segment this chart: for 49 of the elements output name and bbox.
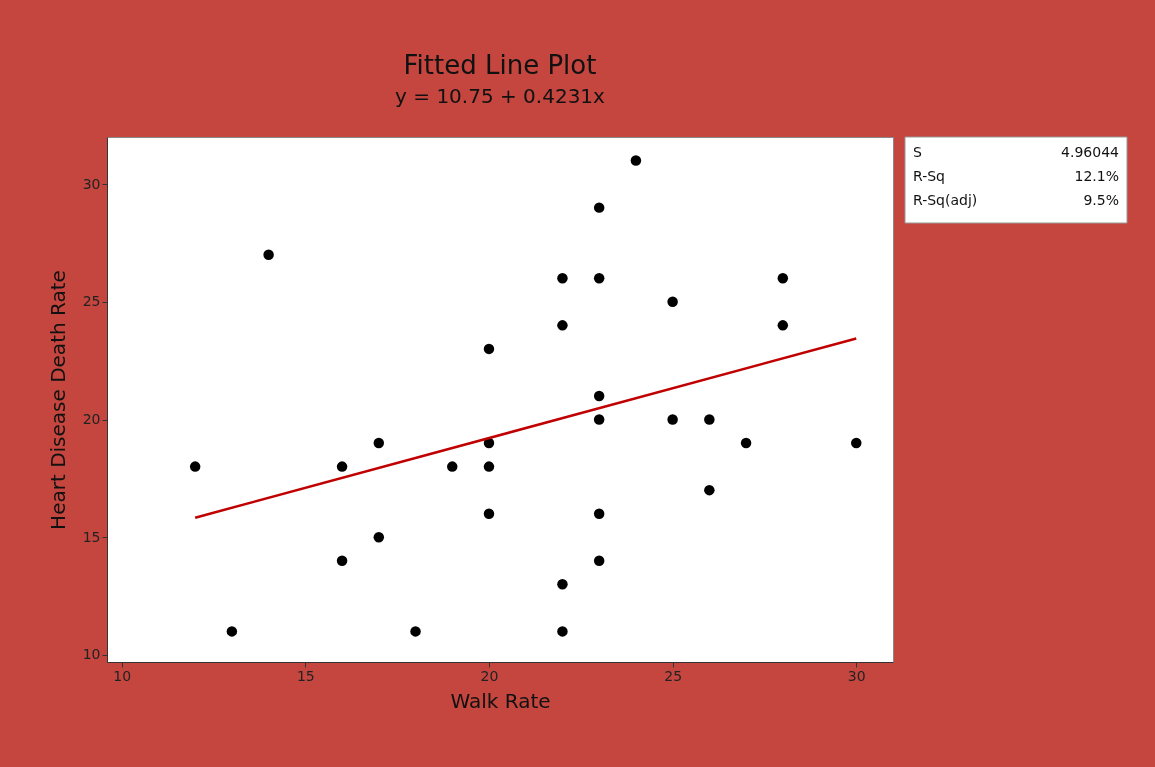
text: R-Sq 12.1% [913, 168, 1119, 184]
point [447, 461, 458, 472]
point [557, 626, 568, 637]
point [483, 343, 495, 355]
point [851, 437, 862, 449]
point [593, 390, 605, 402]
chart-title: Fitted Line Plot [403, 49, 597, 80]
y-tick-label: 20 [82, 411, 101, 428]
point [373, 531, 385, 543]
x-tick-label: 10 [113, 667, 132, 684]
point [777, 320, 789, 331]
point [593, 202, 605, 213]
point [667, 414, 678, 425]
y-tick-label: 10 [82, 646, 101, 663]
point [483, 461, 495, 472]
x-tick-label: 30 [847, 667, 866, 684]
x-tick-label: 25 [664, 667, 683, 684]
point [557, 320, 568, 331]
point [593, 273, 605, 284]
text: R-Sq(adj) 9.5% [913, 192, 1119, 208]
y-axis-title: Heart Disease Death Rate [45, 270, 70, 530]
point [263, 249, 274, 260]
x-tick-label: 20 [480, 667, 499, 684]
point [410, 626, 421, 637]
chart-subtitle: y = 10.75 + 0.4231x [395, 83, 606, 108]
point [226, 626, 238, 637]
point [336, 555, 348, 566]
y-tick-label: 25 [82, 293, 101, 310]
x-axis-title: Walk Rate [450, 688, 551, 713]
point [593, 555, 605, 566]
point [704, 414, 715, 425]
point [483, 508, 495, 519]
point [483, 437, 495, 449]
point [557, 579, 568, 590]
point [336, 461, 348, 472]
y-tick-label: 15 [82, 528, 101, 545]
point [667, 296, 678, 308]
point [557, 273, 568, 284]
y-tick-label: 30 [82, 175, 101, 192]
point [593, 414, 605, 425]
point [630, 155, 642, 166]
point [704, 484, 715, 496]
text: S 4.96044 [913, 144, 1119, 160]
point [189, 461, 201, 472]
x-tick-label: 15 [296, 667, 315, 684]
point [593, 508, 605, 519]
point [373, 437, 385, 449]
point [740, 437, 752, 449]
point [777, 273, 789, 284]
